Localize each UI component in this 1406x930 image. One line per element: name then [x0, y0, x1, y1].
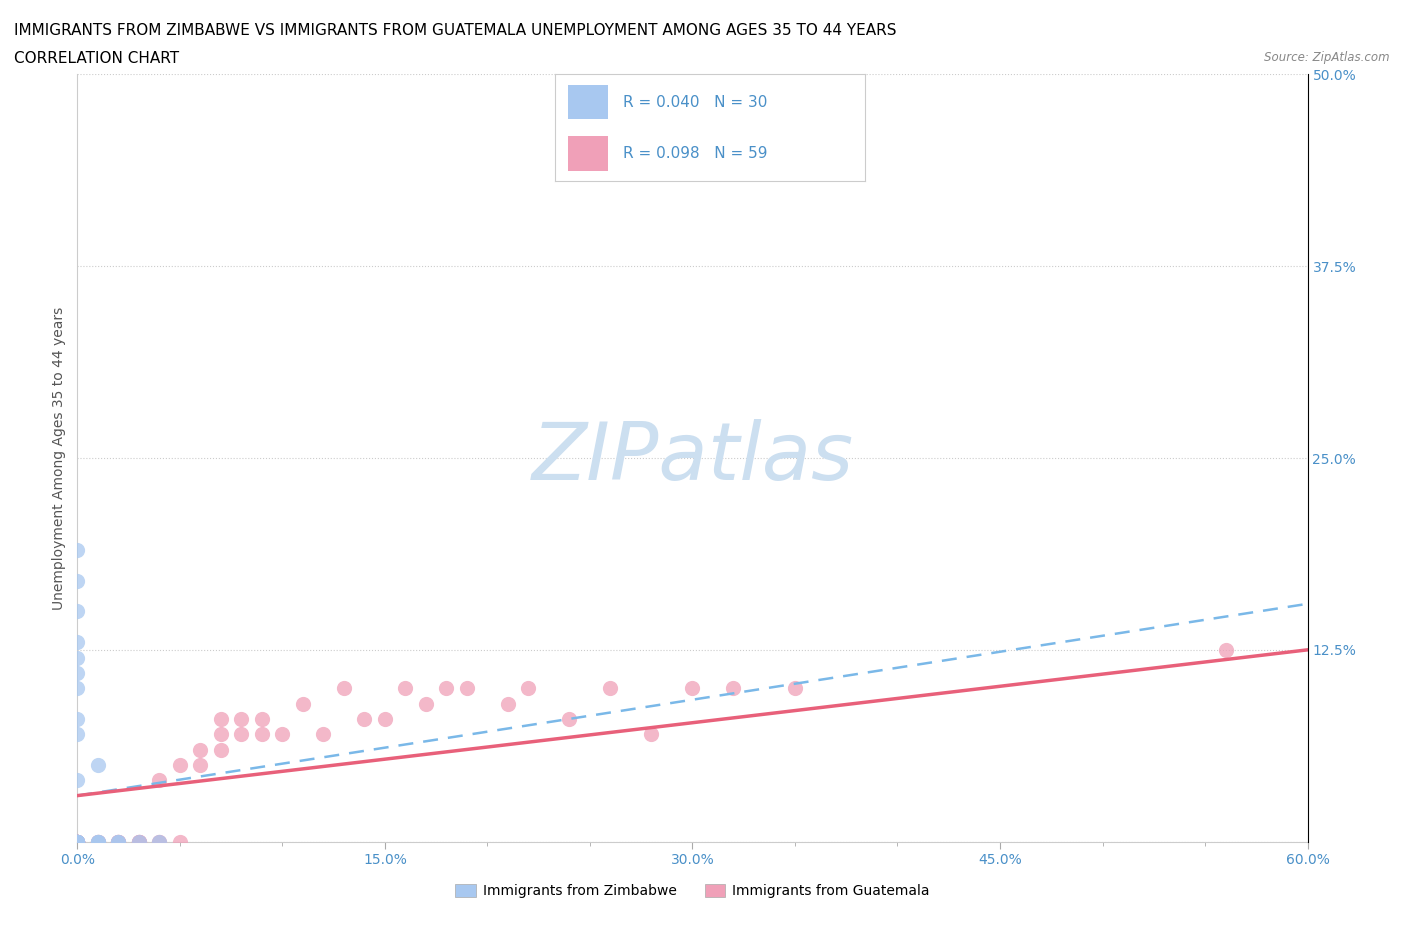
Point — [374, 711, 396, 726]
Text: R = 0.040   N = 30: R = 0.040 N = 30 — [623, 95, 768, 110]
Point — [66, 834, 89, 849]
Point — [66, 681, 89, 696]
Point — [148, 773, 170, 788]
Point — [66, 635, 89, 650]
Point — [1215, 643, 1237, 658]
Text: CORRELATION CHART: CORRELATION CHART — [14, 51, 179, 66]
Point — [107, 834, 129, 849]
Text: ZIPatlas: ZIPatlas — [531, 419, 853, 497]
Point — [66, 834, 89, 849]
Point — [640, 727, 662, 742]
Point — [87, 834, 110, 849]
Point — [66, 834, 89, 849]
Y-axis label: Unemployment Among Ages 35 to 44 years: Unemployment Among Ages 35 to 44 years — [52, 306, 66, 610]
Point — [209, 742, 232, 757]
Point — [87, 834, 110, 849]
Point — [209, 711, 232, 726]
Point — [271, 727, 294, 742]
Point — [107, 834, 129, 849]
Point — [66, 834, 89, 849]
Point — [66, 834, 89, 849]
Bar — [568, 137, 607, 171]
Point — [107, 834, 129, 849]
Point — [682, 681, 704, 696]
Point — [558, 711, 581, 726]
Point — [66, 650, 89, 665]
Point — [496, 697, 519, 711]
Point — [66, 543, 89, 558]
Point — [148, 834, 170, 849]
Point — [188, 742, 212, 757]
Legend: Immigrants from Zimbabwe, Immigrants from Guatemala: Immigrants from Zimbabwe, Immigrants fro… — [450, 879, 935, 904]
Point — [87, 834, 110, 849]
Text: Source: ZipAtlas.com: Source: ZipAtlas.com — [1264, 51, 1389, 64]
Point — [66, 834, 89, 849]
Point — [87, 834, 110, 849]
Point — [66, 834, 89, 849]
Point — [66, 834, 89, 849]
Point — [107, 834, 129, 849]
Point — [66, 711, 89, 726]
Point — [436, 681, 458, 696]
Point — [599, 681, 621, 696]
Point — [169, 834, 191, 849]
Point — [250, 727, 273, 742]
Point — [66, 834, 89, 849]
Point — [128, 834, 150, 849]
Point — [66, 834, 89, 849]
Point — [209, 727, 232, 742]
Text: R = 0.098   N = 59: R = 0.098 N = 59 — [623, 146, 768, 161]
Point — [66, 834, 89, 849]
Point — [231, 711, 253, 726]
Point — [148, 834, 170, 849]
Point — [148, 834, 170, 849]
Point — [66, 834, 89, 849]
Point — [66, 834, 89, 849]
Point — [66, 834, 89, 849]
Point — [66, 834, 89, 849]
Point — [66, 834, 89, 849]
Point — [723, 681, 745, 696]
Point — [66, 773, 89, 788]
Point — [353, 711, 375, 726]
Point — [128, 834, 150, 849]
Point — [783, 681, 806, 696]
Point — [66, 834, 89, 849]
Point — [188, 757, 212, 772]
Point — [517, 681, 540, 696]
Point — [66, 834, 89, 849]
Point — [66, 834, 89, 849]
Point — [66, 834, 89, 849]
Point — [250, 711, 273, 726]
Bar — [568, 85, 607, 119]
Point — [66, 834, 89, 849]
Point — [66, 604, 89, 619]
Point — [456, 681, 478, 696]
Point — [66, 834, 89, 849]
Point — [87, 834, 110, 849]
Point — [312, 727, 335, 742]
Point — [169, 757, 191, 772]
Point — [107, 834, 129, 849]
Point — [333, 681, 356, 696]
Point — [291, 697, 314, 711]
Point — [128, 834, 150, 849]
Point — [128, 834, 150, 849]
Point — [66, 574, 89, 589]
Point — [66, 666, 89, 681]
Point — [66, 834, 89, 849]
Point — [87, 834, 110, 849]
Point — [107, 834, 129, 849]
Point — [87, 757, 110, 772]
Point — [66, 834, 89, 849]
Text: IMMIGRANTS FROM ZIMBABWE VS IMMIGRANTS FROM GUATEMALA UNEMPLOYMENT AMONG AGES 35: IMMIGRANTS FROM ZIMBABWE VS IMMIGRANTS F… — [14, 23, 897, 38]
Point — [128, 834, 150, 849]
Point — [415, 697, 437, 711]
Point — [394, 681, 416, 696]
Point — [231, 727, 253, 742]
Point — [66, 834, 89, 849]
Point — [66, 834, 89, 849]
Point — [66, 727, 89, 742]
Point — [66, 834, 89, 849]
